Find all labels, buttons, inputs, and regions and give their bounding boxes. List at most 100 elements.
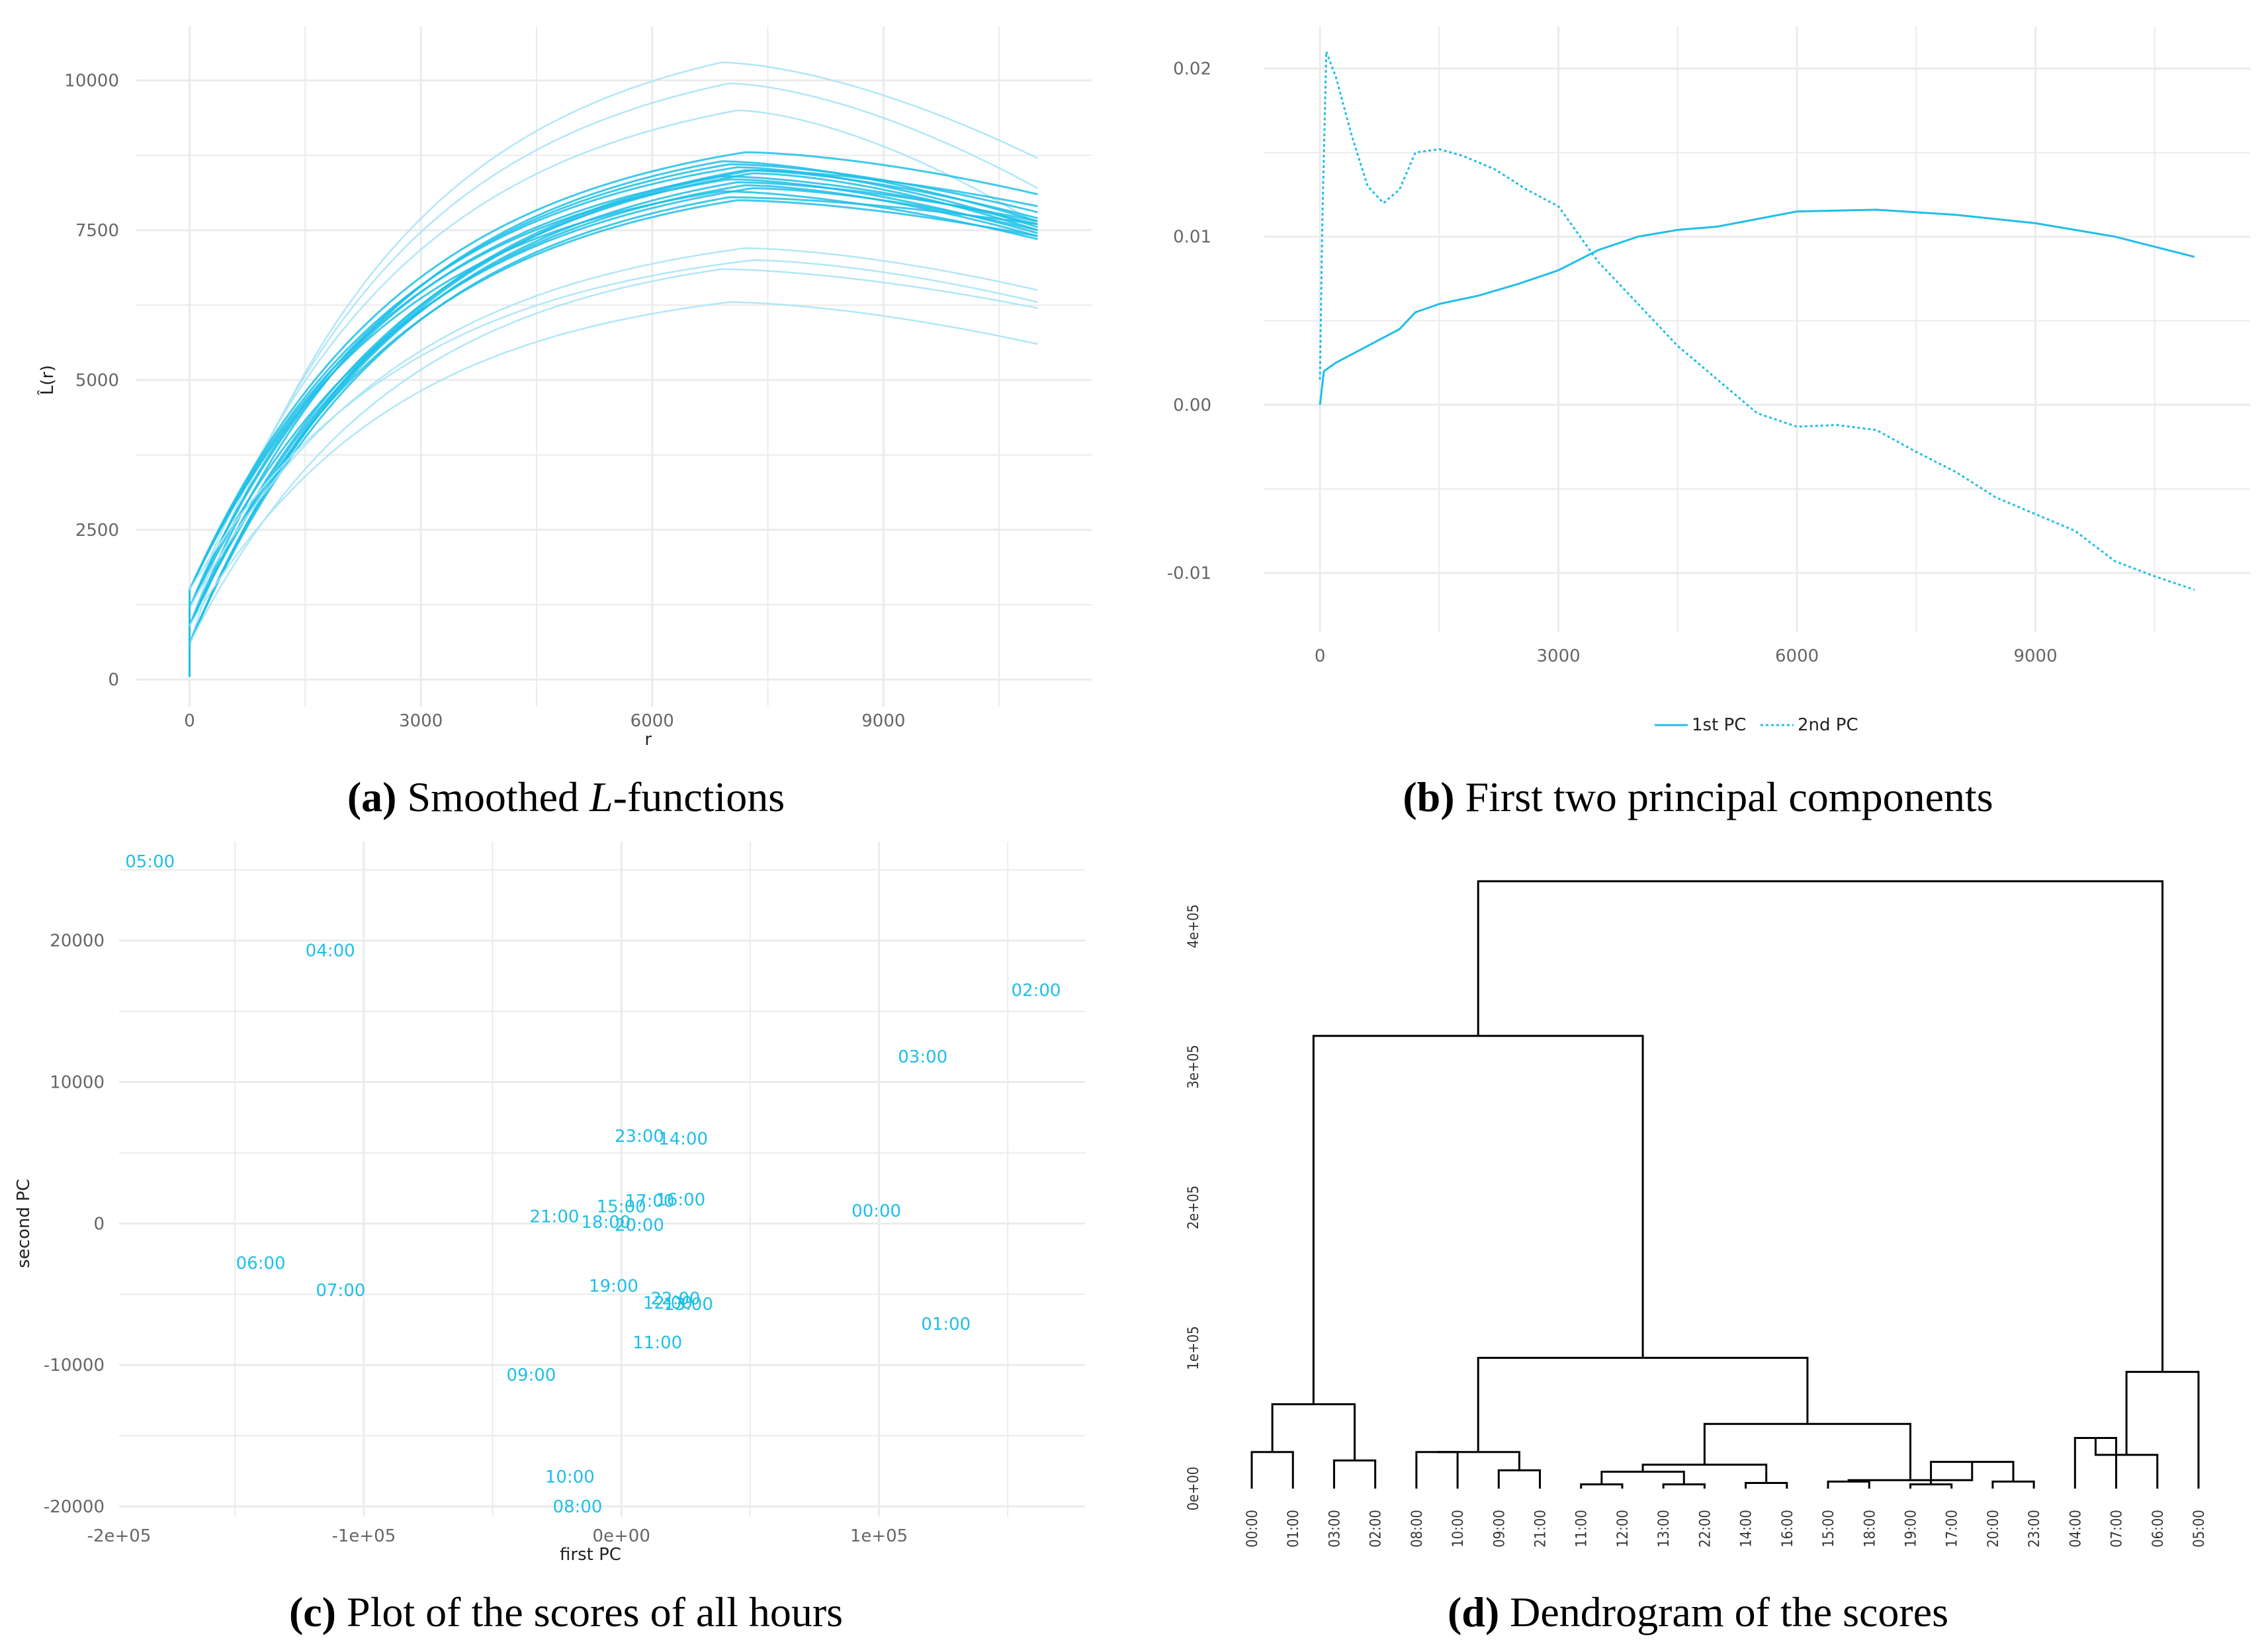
point-label-1300: 13:00: [664, 1295, 713, 1315]
x-tick-label: 1e+05: [850, 1526, 908, 1546]
caption-b-label: (b): [1403, 773, 1455, 820]
y-tick-label: 7500: [75, 221, 119, 241]
x-tick-label: 0: [184, 711, 195, 731]
caption-c-text: Plot of the scores of all hours: [335, 1588, 844, 1635]
caption-a-italic: L: [589, 773, 613, 820]
point-label-2300: 23:00: [615, 1127, 664, 1147]
caption-a: (a) Smoothed L-functions: [0, 773, 1132, 822]
y-tick-label: 0.02: [1173, 60, 1211, 79]
leaf-label-1000: 10:00: [1450, 1510, 1467, 1547]
point-label-2000: 20:00: [615, 1215, 664, 1235]
point-label-1000: 10:00: [545, 1467, 595, 1487]
point-label-0600: 06:00: [236, 1254, 286, 1274]
dendrogram-link: [1497, 1469, 1542, 1489]
leaf-label-0600: 06:00: [2150, 1510, 2167, 1547]
dendrogram-link: [1641, 1463, 1768, 1483]
dendrogram-link: [1703, 1422, 1911, 1481]
x-axis-label: first PC: [560, 1545, 621, 1565]
y-tick-label: 0.00: [1173, 396, 1211, 415]
y-tick-label: 5000: [75, 370, 119, 390]
leaf-label-1500: 15:00: [1821, 1510, 1837, 1547]
point-label-0800: 08:00: [553, 1497, 603, 1517]
dendrogram-link: [1600, 1471, 1685, 1485]
l-function-curve: [189, 199, 1038, 627]
y-tick-label: 2500: [75, 521, 119, 541]
point-label-0500: 05:00: [125, 852, 175, 872]
l-function-curve: [189, 172, 1038, 627]
legend-label-2nd-pc: 2nd PC: [1798, 715, 1858, 735]
y-tick-label: 0: [108, 670, 119, 690]
l-function-curve: [189, 109, 1039, 609]
leaf-label-0200: 02:00: [1368, 1510, 1385, 1547]
dendrogram-link: [1436, 1451, 1520, 1471]
y-tick-label: 0e+00: [1186, 1467, 1202, 1511]
chart-b-principal-components: 0 3000 6000 9000 -0.01 0.00 0.01 0.02 1st PC 2nd …: [1167, 26, 2250, 735]
y-tick-label: 2e+05: [1186, 1186, 1202, 1230]
point-label-1900: 19:00: [589, 1276, 638, 1296]
y-tick-label: -10000: [44, 1356, 105, 1375]
caption-a-post: -functions: [613, 773, 785, 820]
leaf-label-0800: 08:00: [1409, 1510, 1426, 1547]
leaf-label-2200: 22:00: [1697, 1510, 1714, 1547]
l-function-curve: [189, 178, 1038, 591]
l-function-curve: [189, 190, 1038, 591]
leaf-label-0700: 07:00: [2109, 1510, 2126, 1547]
dendrogram-link: [1909, 1483, 1953, 1489]
leaf-label-1300: 13:00: [1656, 1510, 1673, 1547]
leaf-label-1400: 14:00: [1739, 1510, 1755, 1547]
leaf-label-1600: 16:00: [1780, 1510, 1796, 1547]
point-label-1500: 15:00: [597, 1197, 646, 1217]
y-tick-label: 10000: [50, 1073, 105, 1093]
chart-c-scores-scatter: -2e+05 -1e+05 0e+00 1e+05 -20000 -10000 0 10000…: [14, 842, 1085, 1565]
dendrogram-link: [1415, 1451, 1459, 1489]
l-function-curve: [189, 196, 1038, 644]
x-tick-label: 6000: [631, 711, 674, 731]
leaf-label-0900: 09:00: [1491, 1510, 1508, 1547]
x-axis-label: r: [644, 730, 652, 750]
point-label-0100: 01:00: [921, 1315, 971, 1334]
dendrogram-link: [1662, 1483, 1706, 1489]
leaf-label-2000: 20:00: [1985, 1510, 2002, 1547]
legend-label-1st-pc: 1st PC: [1692, 715, 1746, 735]
leaf-label-1200: 12:00: [1615, 1510, 1632, 1547]
dendrogram-link: [1477, 880, 2164, 1372]
l-function-curve: [189, 166, 1038, 591]
leaf-label-0400: 04:00: [2068, 1510, 2084, 1547]
point-label-0900: 09:00: [506, 1366, 556, 1385]
point-label-1600: 16:00: [656, 1190, 705, 1210]
leaf-label-2100: 21:00: [1533, 1510, 1549, 1547]
dendrogram-link: [1312, 1035, 1644, 1405]
l-function-curve: [189, 82, 1038, 627]
caption-c-label: (c): [288, 1588, 336, 1635]
leaf-label-1900: 19:00: [1903, 1510, 1919, 1547]
x-tick-label: 0: [1315, 646, 1326, 666]
leaf-label-1700: 17:00: [1944, 1510, 1961, 1547]
caption-a-pre: Smoothed: [396, 773, 590, 820]
dendrogram-link: [1250, 1451, 1294, 1489]
l-function-curve: [189, 301, 1038, 627]
x-tick-label: 9000: [861, 711, 905, 731]
leaf-label-2300: 23:00: [2026, 1510, 2043, 1547]
y-tick-label: 0.01: [1173, 228, 1211, 247]
point-label-2200: 22:00: [650, 1289, 700, 1309]
leaf-label-0300: 03:00: [1327, 1510, 1343, 1547]
y-tick-label: 1e+05: [1186, 1326, 1202, 1370]
point-label-2100: 21:00: [530, 1207, 580, 1227]
x-tick-label: 9000: [2013, 646, 2057, 666]
point-label-1400: 14:00: [658, 1129, 708, 1149]
point-label-0400: 04:00: [306, 941, 355, 961]
dendrogram-link: [1827, 1480, 1870, 1489]
caption-d: (d) Dendrogram of the scores: [1132, 1588, 2264, 1637]
chart-a-smoothed-l-functions: 0 3000 6000 9000 0 2500 5000 7500 10000 r L̂(r): [36, 26, 1092, 750]
x-tick-label: -1e+05: [331, 1526, 396, 1546]
panel-a: 0 3000 6000 9000 0 2500 5000 7500 10000 r L̂(r): [0, 0, 1132, 761]
caption-b: (b) First two principal components: [1132, 773, 2264, 822]
panel-b: 0 3000 6000 9000 -0.01 0.00 0.01 0.02 1st PC 2nd …: [1132, 0, 2264, 761]
l-function-curve: [189, 187, 1038, 609]
x-tick-label: 6000: [1775, 646, 1819, 666]
leaf-label-1100: 11:00: [1574, 1510, 1590, 1547]
dendrogram-link: [1477, 1356, 1809, 1452]
x-tick-label: -2e+05: [87, 1526, 152, 1546]
point-label-0200: 02:00: [1012, 981, 1061, 1001]
y-axis-label: second PC: [14, 1179, 34, 1268]
